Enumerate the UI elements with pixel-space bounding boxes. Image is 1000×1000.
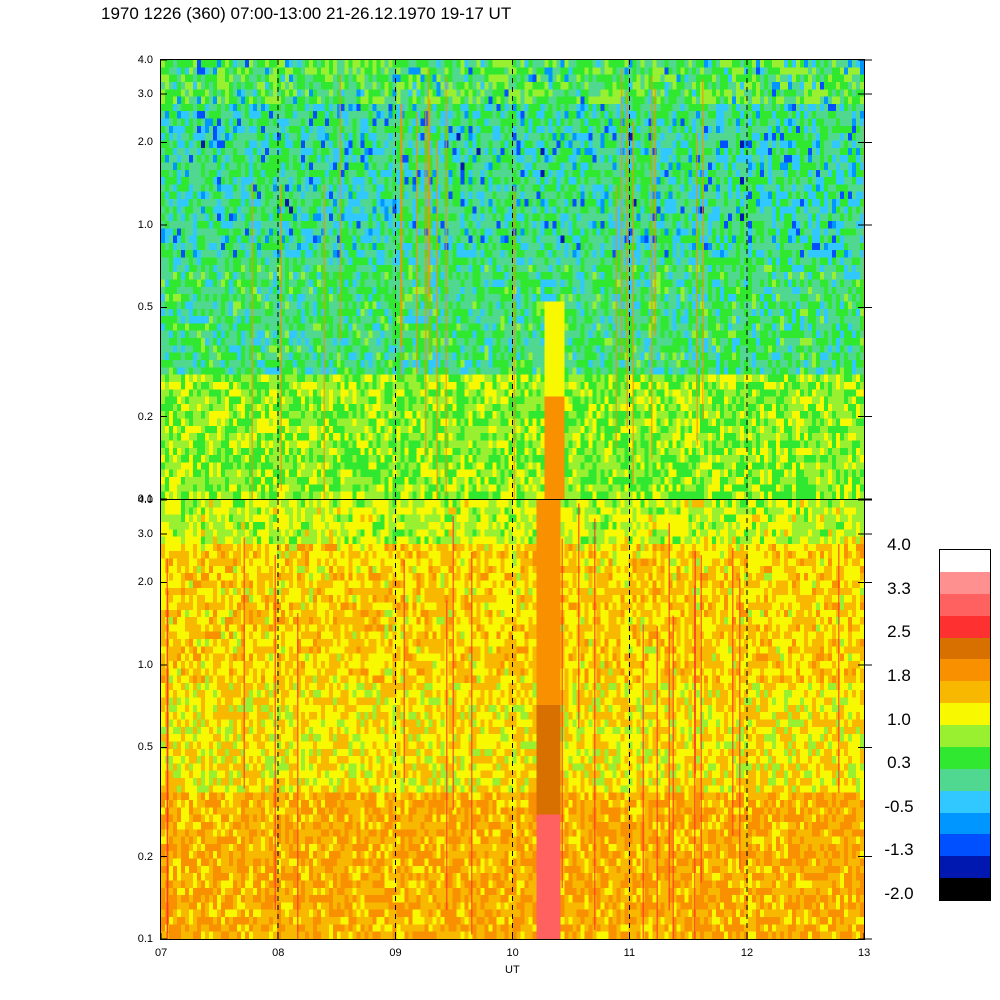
colorbar-swatch — [940, 703, 990, 725]
colorbar-swatch — [940, 768, 990, 791]
colorbar-swatch — [940, 834, 990, 857]
lower-y-tick-label: 0.1 — [113, 933, 153, 945]
upper-spectrogram-panel — [161, 60, 864, 499]
upper-y-tick-label: 0.5 — [113, 301, 153, 313]
lower-spectrogram — [161, 500, 864, 939]
x-tick-label: 07 — [155, 947, 167, 959]
x-tick-label: 10 — [507, 947, 519, 959]
colorbar-label: -2.0 — [869, 885, 929, 903]
colorbar — [939, 549, 991, 901]
colorbar-swatch — [940, 681, 990, 704]
colorbar-swatch — [940, 812, 990, 835]
chart-title: 1970 1226 (360) 07:00-13:00 21-26.12.197… — [101, 4, 511, 24]
colorbar-swatch — [940, 637, 990, 660]
upper-spectrogram — [161, 60, 864, 499]
colorbar-swatch — [940, 725, 990, 747]
colorbar-label: 4.0 — [869, 536, 929, 554]
upper-y-tick-label: 3.0 — [113, 88, 153, 100]
colorbar-label: 2.5 — [869, 623, 929, 641]
colorbar-swatch — [940, 878, 990, 900]
lower-y-tick-label: 2.0 — [113, 576, 153, 588]
upper-y-tick-label: 0.2 — [113, 411, 153, 423]
lower-spectrogram-panel — [161, 500, 864, 939]
colorbar-swatch — [940, 790, 990, 813]
colorbar-swatch — [940, 615, 990, 638]
upper-y-tick-label: 2.0 — [113, 136, 153, 148]
colorbar-swatch — [940, 593, 990, 616]
colorbar-swatch — [940, 659, 990, 682]
lower-y-tick-label: 0.5 — [113, 741, 153, 753]
colorbar-label: -0.5 — [869, 797, 929, 816]
x-tick-label: 09 — [389, 947, 401, 959]
x-tick-label: 11 — [624, 947, 635, 959]
upper-y-tick-label: 4.0 — [113, 54, 153, 66]
colorbar-swatch — [940, 856, 990, 879]
lower-y-tick-label: 0.2 — [113, 851, 153, 863]
colorbar-label: -1.3 — [869, 841, 929, 859]
x-tick-label: 12 — [741, 947, 753, 959]
colorbar-swatch — [940, 550, 990, 572]
colorbar-swatch — [940, 571, 990, 594]
colorbar-swatch — [940, 746, 990, 769]
upper-y-tick-label: 0.1 — [113, 493, 153, 505]
lower-y-tick-label: 4.0 — [113, 494, 153, 506]
lower-y-tick-label: 3.0 — [113, 528, 153, 540]
colorbar-label: 1.8 — [869, 666, 929, 685]
x-tick-label: 08 — [272, 947, 284, 959]
x-tick-label: 13 — [858, 947, 870, 959]
upper-y-tick-label: 1.0 — [113, 219, 153, 231]
lower-y-tick-label: 1.0 — [113, 659, 153, 671]
x-axis-title: UT — [505, 964, 520, 976]
colorbar-label: 0.3 — [869, 754, 929, 772]
colorbar-label: 1.0 — [869, 710, 929, 729]
colorbar-label: 3.3 — [869, 579, 929, 598]
